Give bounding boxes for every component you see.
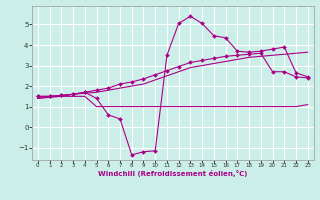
X-axis label: Windchill (Refroidissement éolien,°C): Windchill (Refroidissement éolien,°C)	[98, 170, 247, 177]
